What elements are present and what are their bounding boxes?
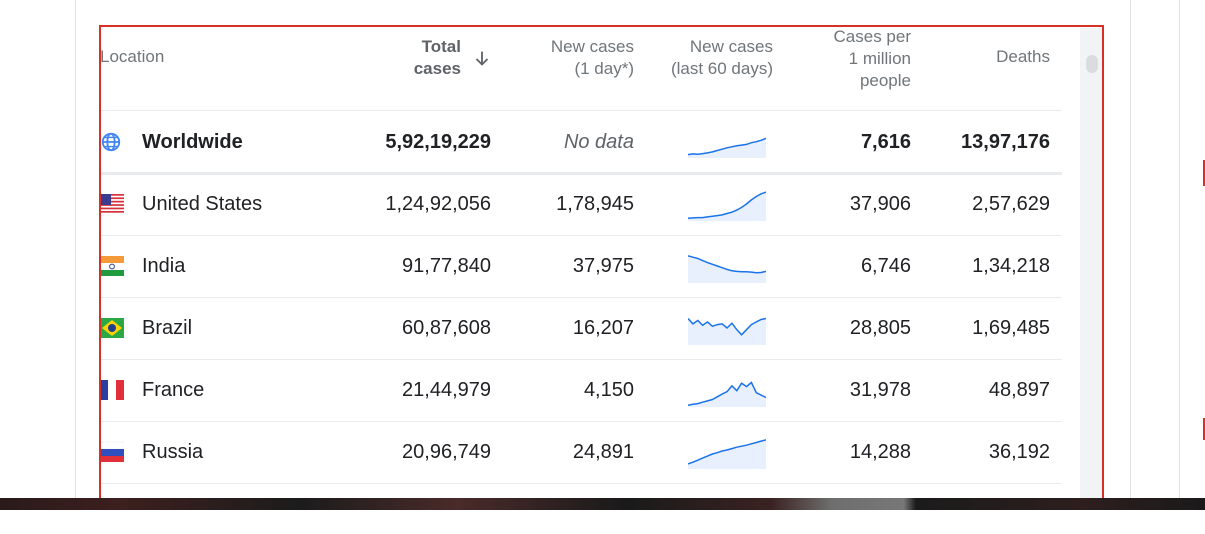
globe-icon <box>100 131 124 155</box>
card-right-border <box>1130 0 1131 500</box>
sparkline-chart <box>688 317 766 345</box>
us-flag-icon <box>100 192 124 217</box>
side-marker <box>1203 418 1205 440</box>
new-cases-1-day-value: No data <box>563 131 634 153</box>
trend-sparkline <box>688 124 768 158</box>
highlight-frame <box>99 25 1104 507</box>
sparkline-chart <box>688 439 766 469</box>
total-cases-value: 91,77,840 <box>402 255 491 277</box>
table-row[interactable]: France 21,44,979 4,150 31,978 48,897 <box>100 359 1062 422</box>
location-name[interactable]: Russia <box>142 441 204 463</box>
new-cases-1-day-value: 16,207 <box>572 317 634 339</box>
cases-per-million-value: 28,805 <box>849 317 911 339</box>
trend-sparkline <box>688 249 768 283</box>
deaths-value: 36,192 <box>988 441 1050 463</box>
total-cases-value: 21,44,979 <box>402 379 491 401</box>
scrollbar-thumb[interactable] <box>1086 55 1098 73</box>
trend-sparkline <box>688 373 768 407</box>
deaths-value: 48,897 <box>988 379 1050 401</box>
table-row[interactable]: United States 1,24,92,056 1,78,945 37,906 2,… <box>100 172 1062 236</box>
cases-per-million-value: 14,288 <box>849 441 911 463</box>
cases-per-million-value: 7,616 <box>860 131 911 153</box>
header-cases-per-million[interactable]: Cases per 1 million people <box>833 27 911 90</box>
table-row[interactable]: Worldwide 5,92,19,229 No data 7,616 13,97,17… <box>100 110 1062 175</box>
cases-per-million-value: 37,906 <box>849 192 911 215</box>
location-name[interactable]: India <box>142 255 186 277</box>
table-row[interactable]: Brazil 60,87,608 16,207 28,805 1,69,485 <box>100 297 1062 360</box>
table-header: Location Total cases New cases (1 day*) … <box>100 26 1062 111</box>
background-strip <box>0 498 1205 510</box>
card-left-border <box>75 0 76 500</box>
cases-per-million-value: 6,746 <box>860 255 911 277</box>
location-name[interactable]: Brazil <box>142 317 193 339</box>
new-cases-1-day-value: 24,891 <box>572 441 634 463</box>
russia-flag-icon <box>100 441 124 465</box>
total-cases-value: 60,87,608 <box>402 317 491 339</box>
location-name[interactable]: Worldwide <box>142 131 243 153</box>
sparkline-chart <box>688 255 766 283</box>
scrollbar-track[interactable] <box>1080 28 1104 498</box>
header-location[interactable]: Location <box>100 47 165 66</box>
trend-sparkline <box>688 187 768 221</box>
location-name[interactable]: France <box>142 379 205 401</box>
total-cases-value: 1,24,92,056 <box>385 192 491 215</box>
sparkline-chart <box>688 381 766 407</box>
deaths-value: 13,97,176 <box>961 131 1050 153</box>
cases-per-million-value: 31,978 <box>849 379 911 401</box>
location-name[interactable]: United States <box>142 192 263 215</box>
side-panel-border <box>1179 0 1180 500</box>
total-cases-value: 20,96,749 <box>402 441 491 463</box>
new-cases-1-day-value: 4,150 <box>583 379 634 401</box>
side-marker <box>1203 160 1205 186</box>
new-cases-1-day-value: 37,975 <box>572 255 634 277</box>
header-new-cases-60-days[interactable]: New cases (last 60 days) <box>670 37 773 78</box>
covid-stats-table: Location Total cases New cases (1 day*) … <box>100 26 1062 496</box>
header-new-cases-1-day[interactable]: New cases (1 day*) <box>550 37 634 78</box>
table-row[interactable]: Russia 20,96,749 24,891 14,288 36,192 <box>100 421 1062 484</box>
deaths-value: 2,57,629 <box>972 192 1050 215</box>
france-flag-icon <box>100 379 124 403</box>
trend-sparkline <box>688 435 768 469</box>
header-total-cases[interactable]: Total cases <box>360 36 489 80</box>
india-flag-icon <box>100 255 124 279</box>
deaths-value: 1,69,485 <box>972 317 1050 339</box>
deaths-value: 1,34,218 <box>972 255 1050 277</box>
table-row[interactable]: India 91,77,840 37,975 6,746 1,34,218 <box>100 235 1062 298</box>
sparkline-chart <box>688 190 766 221</box>
total-cases-value: 5,92,19,229 <box>385 131 491 153</box>
arrow-down-icon[interactable] <box>471 48 493 70</box>
trend-sparkline <box>688 311 768 345</box>
new-cases-1-day-value: 1,78,945 <box>556 192 634 215</box>
sparkline-chart <box>688 137 766 158</box>
brazil-flag-icon <box>100 317 124 341</box>
header-deaths[interactable]: Deaths <box>996 47 1050 66</box>
